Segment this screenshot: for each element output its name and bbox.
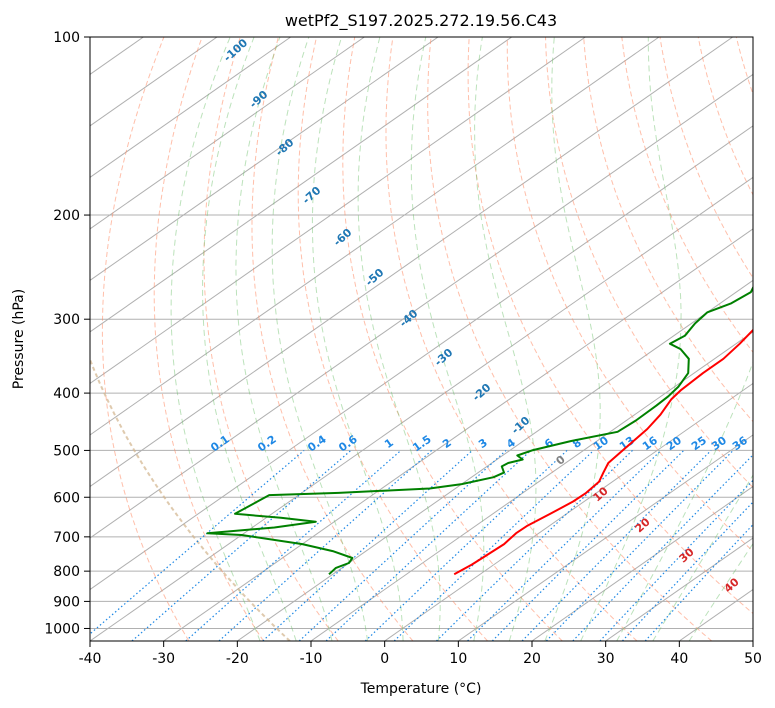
- y-tick-label: 200: [53, 208, 80, 224]
- isotherm-line: [531, 485, 753, 641]
- y-tick-label: 300: [53, 312, 80, 328]
- mixing-ratio-line: [218, 449, 433, 641]
- mixing-ratio-line: [545, 449, 734, 641]
- moist-adiabat-line: [616, 360, 753, 641]
- x-tick-label: -10: [300, 651, 323, 667]
- y-tick-label: 400: [53, 386, 80, 402]
- y-tick-label: 100: [53, 30, 80, 46]
- x-tick-label: -40: [79, 651, 102, 667]
- isotherm-line: [90, 73, 753, 539]
- y-tick-label: 600: [53, 490, 80, 506]
- y-tick-label: 800: [53, 564, 80, 580]
- isotherm-line: [752, 640, 753, 641]
- moist-adiabat-line: [271, 37, 369, 641]
- mixing-ratio-line: [364, 449, 568, 641]
- x-tick-label: 0: [380, 651, 389, 667]
- isotherm-line: [90, 37, 734, 488]
- plot-frame: [89, 36, 754, 642]
- moist-adiabat-line: [544, 37, 601, 641]
- dry-adiabat-line: [251, 37, 414, 641]
- moist-adiabat-line: [170, 37, 261, 641]
- isotherm-line: [90, 176, 753, 641]
- isotherm-line: [90, 37, 660, 436]
- isotherm-line: [384, 382, 753, 641]
- x-tick-label: 10: [449, 651, 467, 667]
- moist-adiabat-line: [474, 37, 537, 641]
- dry-adiabat-line: [467, 37, 753, 615]
- dry-adiabat-line: [297, 37, 488, 641]
- mixing-ratio-line: [435, 449, 633, 641]
- dry-adiabat-line: [659, 37, 753, 279]
- x-tick-label: -20: [226, 651, 249, 667]
- dry-adiabat-line: [342, 37, 563, 641]
- mixing-ratio-line: [467, 449, 662, 641]
- moist-adiabat-line: [311, 37, 404, 641]
- mixing-ratio-line: [491, 449, 685, 641]
- dry-adiabat-line: [506, 37, 753, 552]
- x-axis: -40 -30 -20 -10 0 10 20 30 40 50: [79, 641, 762, 667]
- isotherm-line: [237, 279, 753, 641]
- plot-area: [90, 37, 753, 641]
- moist-adiabat-line: [410, 37, 485, 641]
- x-axis-label: Temperature (°C): [360, 681, 482, 697]
- moist-adiabat-line: [235, 37, 333, 641]
- isotherm-line: [90, 125, 753, 591]
- isotherm-line: [90, 37, 439, 282]
- series-lines: [206, 285, 753, 576]
- mixing-ratio-line: [572, 454, 753, 641]
- y-tick-label: 900: [53, 594, 80, 610]
- isotherm-line: [458, 434, 753, 641]
- dewpoint-line: [206, 285, 753, 576]
- x-tick-label: 30: [597, 651, 615, 667]
- mixing-ratio-line: [599, 479, 753, 641]
- temperature-line: [453, 328, 753, 576]
- mixing-ratio-line: [185, 449, 402, 641]
- isotherm-line: [90, 37, 513, 333]
- dry-adiabat-line: [153, 37, 264, 641]
- isotherm-line: [90, 37, 292, 178]
- dry-adiabat-line: [427, 37, 713, 641]
- y-axis-label: Pressure (hPa): [11, 289, 27, 389]
- y-tick-label: 700: [53, 530, 80, 546]
- mixing-ratio-line: [298, 449, 507, 641]
- chart-title: wetPf2_S197.2025.272.19.56.C43: [285, 11, 557, 31]
- y-tick-label: 500: [53, 443, 80, 459]
- x-tick-label: 40: [670, 651, 688, 667]
- y-axis: 100 200 300 400 500 600 700 800 900 1000: [44, 30, 90, 637]
- moist-adiabat-line: [202, 37, 297, 641]
- moist-adiabat-line: [580, 37, 682, 641]
- dry-adiabat-line: [621, 37, 753, 354]
- dry-adiabat-line: [101, 37, 190, 641]
- mixing-ratio-line: [521, 449, 712, 641]
- background-lines: [90, 37, 753, 641]
- y-tick-label: 1000: [44, 621, 80, 637]
- isotherm-line: [605, 537, 753, 641]
- isotherm-line: [163, 228, 753, 641]
- x-tick-label: 20: [523, 651, 541, 667]
- x-tick-label: -30: [152, 651, 175, 667]
- isotherm-line: [90, 37, 586, 385]
- dry-adiabat-line: [545, 37, 753, 489]
- isotherm-line: [90, 37, 365, 230]
- x-tick-label: 50: [744, 651, 762, 667]
